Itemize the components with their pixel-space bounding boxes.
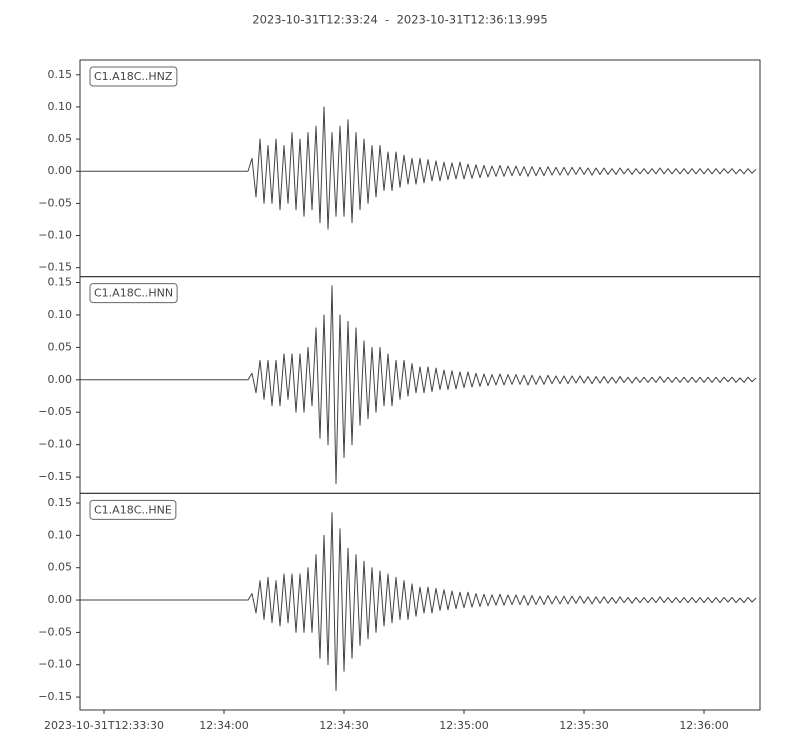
x-tick-label: 12:35:00 [439, 719, 488, 732]
y-tick-label: 0.10 [48, 528, 73, 541]
x-tick-label: 12:34:30 [319, 719, 368, 732]
legend-box: C1.A18C..HNZ [89, 66, 178, 87]
x-tick-label: 12:35:30 [559, 719, 608, 732]
y-tick-label: 0.10 [48, 308, 73, 321]
legend-box: C1.A18C..HNE [89, 499, 177, 520]
x-tick-label: 12:36:00 [679, 719, 728, 732]
chart-title: 2023-10-31T12:33:24 - 2023-10-31T12:36:1… [252, 13, 547, 27]
y-tick-label: −0.15 [38, 690, 72, 703]
y-tick-label: −0.10 [38, 658, 72, 671]
waveform [80, 285, 757, 485]
y-tick-label: 0.00 [48, 164, 73, 177]
legend-label: C1.A18C..HNZ [94, 70, 173, 83]
y-tick-label: 0.15 [48, 68, 73, 81]
y-tick-label: −0.15 [38, 261, 72, 274]
y-tick-label: 0.05 [48, 132, 73, 145]
y-tick-label: −0.05 [38, 405, 72, 418]
y-tick-label: 0.05 [48, 340, 73, 353]
legend-frame [89, 499, 177, 520]
y-tick-label: 0.15 [48, 496, 73, 509]
legend-label: C1.A18C..HNE [94, 503, 172, 516]
y-tick-label: 0.10 [48, 100, 73, 113]
y-tick-label: 0.00 [48, 593, 73, 606]
y-tick-label: 0.15 [48, 276, 73, 289]
y-tick-label: −0.10 [38, 229, 72, 242]
y-tick-label: 0.05 [48, 561, 73, 574]
x-tick-label: 2023-10-31T12:33:30 [44, 719, 164, 732]
y-tick-label: −0.05 [38, 196, 72, 209]
legend-box: C1.A18C..HNN [89, 283, 178, 304]
x-tick-label: 12:34:00 [199, 719, 248, 732]
panel-frame [79, 492, 761, 711]
waveform [80, 106, 757, 230]
y-tick-label: −0.05 [38, 625, 72, 638]
y-tick-label: −0.10 [38, 438, 72, 451]
legend-frame [89, 283, 178, 304]
legend-frame [89, 66, 178, 87]
waveform [80, 512, 757, 692]
y-tick-label: 0.00 [48, 373, 73, 386]
y-tick-label: −0.15 [38, 470, 72, 483]
legend-label: C1.A18C..HNN [94, 287, 173, 300]
